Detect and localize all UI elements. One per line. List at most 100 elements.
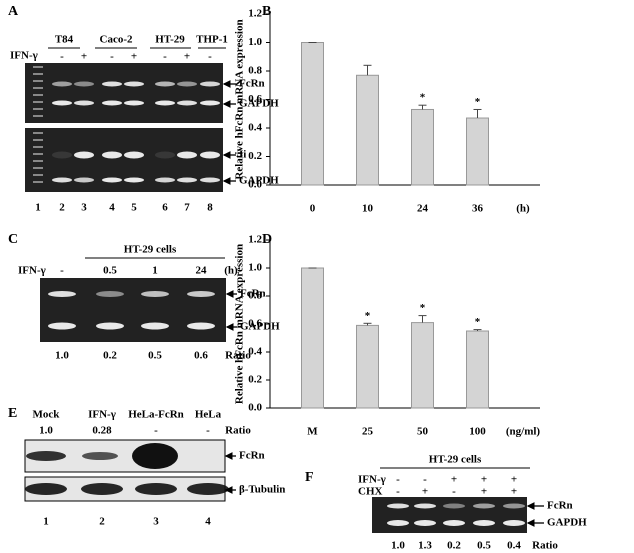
sign: -	[60, 51, 64, 63]
band	[74, 177, 94, 183]
lane-number: 8	[207, 202, 213, 214]
lane-number: 3	[81, 202, 87, 214]
sign: +	[131, 51, 137, 63]
y-tick-label: 0.8	[248, 65, 262, 77]
y-axis-label: Relative hFcRn mRNA expression	[234, 19, 246, 179]
band	[52, 81, 72, 87]
x-tick-label: 50	[417, 426, 429, 438]
band	[102, 81, 122, 87]
gel	[40, 278, 226, 342]
band	[74, 81, 94, 87]
cell-line: T84	[55, 34, 74, 46]
ratio: 1.0	[39, 425, 53, 437]
ratio: 1.3	[418, 540, 432, 552]
band	[200, 81, 220, 87]
y-tick-label: 0.6	[248, 93, 262, 105]
bar	[356, 74, 379, 186]
ratio: 0.2	[447, 540, 461, 552]
band	[124, 81, 144, 87]
condition: 0.5	[103, 265, 117, 277]
lane-number: 2	[99, 516, 105, 528]
y-tick-label: 0.2	[248, 374, 262, 386]
band	[387, 503, 409, 509]
bar	[301, 42, 324, 186]
x-tick-label: 100	[469, 426, 486, 438]
sign: +	[511, 486, 517, 498]
band	[177, 100, 197, 106]
band	[155, 100, 175, 106]
ratio: -	[206, 425, 210, 437]
lane-number: 4	[205, 516, 211, 528]
gel	[372, 497, 527, 533]
lane-number: 3	[153, 516, 159, 528]
band	[25, 483, 67, 495]
cell-line: THP-1	[196, 34, 228, 46]
band	[503, 520, 525, 526]
band	[187, 291, 215, 297]
band	[102, 151, 122, 159]
sign: -	[163, 51, 167, 63]
band	[135, 483, 177, 495]
cell-line: HT-29	[155, 34, 185, 46]
y-tick-label: 0.0	[248, 402, 262, 414]
panel-title: HT-29 cells	[429, 454, 482, 466]
sign: +	[184, 51, 190, 63]
x-tick-label: 10	[362, 203, 374, 215]
band	[141, 322, 169, 330]
band-label: GAPDH	[239, 175, 279, 187]
bar	[411, 322, 434, 409]
band	[443, 520, 465, 526]
sign: -	[396, 486, 400, 498]
sign: +	[481, 486, 487, 498]
y-tick-label: 1.0	[248, 36, 262, 48]
band	[52, 151, 72, 159]
sign: -	[452, 486, 456, 498]
unit: (h)	[224, 265, 238, 277]
significance-mark: *	[475, 96, 481, 108]
sign: +	[81, 51, 87, 63]
band-label: FcRn	[240, 288, 266, 300]
ratio: 0.4	[507, 540, 521, 552]
y-tick-label: 0.8	[248, 290, 262, 302]
bar	[466, 330, 489, 409]
band	[177, 177, 197, 183]
sign: -	[110, 51, 114, 63]
bar	[466, 117, 489, 186]
band	[102, 100, 122, 106]
band	[102, 177, 122, 183]
x-unit: (h)	[516, 203, 530, 215]
band	[132, 443, 178, 469]
band-label: FcRn	[239, 78, 265, 90]
band	[473, 520, 495, 526]
sign: +	[451, 474, 457, 486]
band	[387, 520, 409, 526]
sign: +	[481, 474, 487, 486]
lane-number: 6	[162, 202, 168, 214]
y-tick-label: 1.2	[248, 8, 262, 20]
sign: +	[511, 474, 517, 486]
band-label: GAPDH	[239, 98, 279, 110]
y-tick-label: 0.4	[248, 346, 262, 358]
x-unit: (ng/ml)	[506, 426, 541, 438]
band	[414, 503, 436, 509]
lane-number: 1	[43, 516, 49, 528]
sample: IFN-γ	[88, 409, 116, 421]
y-tick-label: 0.2	[248, 150, 262, 162]
ratio-label: Ratio	[532, 540, 558, 552]
band	[124, 100, 144, 106]
x-tick-label: M	[307, 426, 318, 438]
bar	[411, 108, 434, 186]
panel-label: F	[305, 470, 314, 485]
band	[96, 322, 124, 330]
x-tick-label: 24	[417, 203, 429, 215]
band-label: FcRn	[547, 500, 573, 512]
band	[48, 322, 76, 330]
band	[155, 177, 175, 183]
significance-mark: *	[420, 92, 426, 104]
band	[74, 151, 94, 159]
ratio-label: Ratio	[225, 350, 251, 362]
ratio: 1.0	[391, 540, 405, 552]
bar	[356, 324, 379, 409]
ratio: 0.6	[194, 350, 208, 362]
condition: 24	[196, 265, 208, 277]
